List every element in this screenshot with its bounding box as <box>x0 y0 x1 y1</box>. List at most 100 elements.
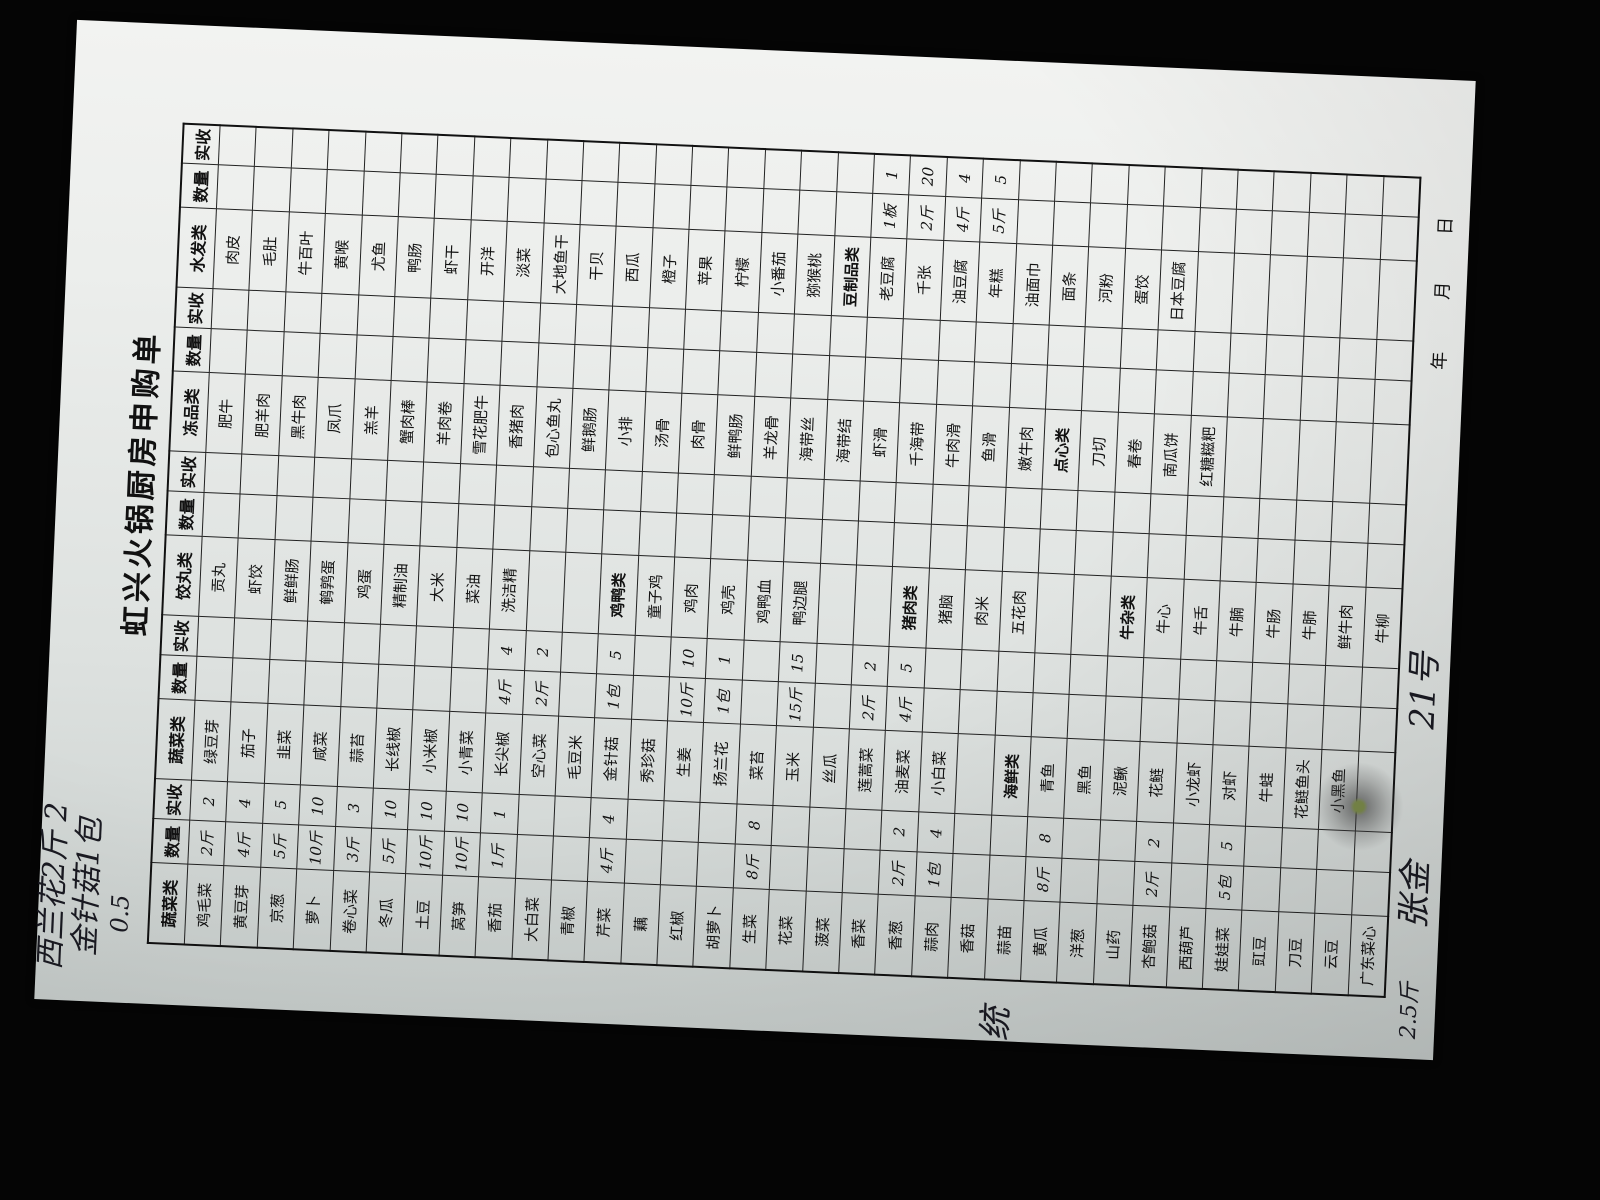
item-recv[interactable] <box>829 316 868 358</box>
item-recv[interactable] <box>1171 823 1210 866</box>
item-qty[interactable] <box>361 171 401 218</box>
item-recv[interactable] <box>291 128 330 170</box>
item-qty[interactable] <box>892 523 932 569</box>
item-recv[interactable] <box>516 794 556 837</box>
item-qty[interactable] <box>1336 378 1375 424</box>
item-qty[interactable]: 2斤 <box>1133 861 1172 908</box>
item-recv[interactable] <box>1062 818 1101 861</box>
item-qty[interactable] <box>470 176 510 222</box>
item-recv[interactable] <box>785 478 824 520</box>
item-qty[interactable] <box>463 340 503 386</box>
item-qty[interactable] <box>507 177 546 224</box>
item-qty[interactable] <box>413 666 452 712</box>
item-qty[interactable] <box>609 346 648 393</box>
item-qty[interactable] <box>383 500 423 547</box>
item-qty[interactable] <box>1198 208 1237 254</box>
item-recv[interactable] <box>415 626 454 668</box>
item-recv[interactable] <box>349 459 388 501</box>
item-qty[interactable]: 2斤 <box>849 685 888 731</box>
item-recv[interactable] <box>320 293 359 336</box>
item-qty[interactable] <box>1263 375 1302 421</box>
item-qty[interactable] <box>420 502 459 548</box>
item-qty[interactable] <box>1256 538 1295 585</box>
item-recv[interactable] <box>662 801 701 843</box>
item-recv[interactable] <box>756 312 795 355</box>
item-qty[interactable] <box>1103 696 1143 742</box>
item-qty[interactable] <box>1074 531 1113 577</box>
item-qty[interactable] <box>1161 206 1200 253</box>
item-qty[interactable] <box>1329 542 1368 588</box>
item-recv[interactable] <box>1272 171 1311 213</box>
item-recv[interactable] <box>465 300 504 342</box>
item-qty[interactable] <box>1220 537 1259 583</box>
item-recv[interactable] <box>429 298 468 341</box>
item-recv[interactable] <box>1345 174 1384 217</box>
item-recv[interactable] <box>654 144 693 186</box>
item-qty[interactable] <box>1278 868 1317 914</box>
item-qty[interactable] <box>427 338 466 385</box>
item-qty[interactable] <box>805 847 845 894</box>
item-recv[interactable] <box>313 457 352 500</box>
item-recv[interactable] <box>1011 324 1050 366</box>
item-qty[interactable] <box>1169 863 1208 910</box>
item-qty[interactable] <box>856 521 895 568</box>
item-qty[interactable] <box>1227 373 1266 420</box>
item-recv[interactable] <box>545 139 584 182</box>
item-recv[interactable] <box>1338 338 1377 380</box>
item-recv[interactable] <box>858 481 897 524</box>
item-recv[interactable] <box>385 460 424 503</box>
item-recv[interactable] <box>960 650 999 692</box>
item-qty[interactable] <box>318 333 357 380</box>
item-recv[interactable] <box>618 142 657 185</box>
item-recv[interactable] <box>1040 489 1079 532</box>
item-recv[interactable] <box>1127 164 1166 207</box>
item-recv[interactable] <box>254 126 293 169</box>
item-recv[interactable]: 1 <box>872 153 911 196</box>
item-recv[interactable]: 5 <box>262 783 301 826</box>
item-qty[interactable] <box>1096 860 1135 906</box>
item-recv[interactable]: 10 <box>298 785 337 827</box>
item-recv[interactable] <box>233 618 272 660</box>
item-recv[interactable] <box>1265 335 1304 377</box>
item-recv[interactable] <box>742 640 781 683</box>
item-recv[interactable] <box>611 306 650 349</box>
item-qty[interactable] <box>354 335 393 381</box>
item-recv[interactable] <box>807 807 846 850</box>
item-qty[interactable] <box>1001 527 1041 574</box>
item-recv[interactable] <box>625 799 665 842</box>
item-recv[interactable] <box>1236 169 1275 212</box>
item-qty[interactable] <box>267 659 306 706</box>
item-qty[interactable]: 2斤 <box>522 671 561 717</box>
item-recv[interactable] <box>1076 491 1115 533</box>
item-qty[interactable] <box>558 672 597 719</box>
item-qty[interactable] <box>674 513 714 560</box>
item-recv[interactable] <box>458 464 497 506</box>
item-qty[interactable] <box>798 190 837 237</box>
item-qty[interactable] <box>289 168 328 214</box>
item-recv[interactable]: 1 <box>705 639 744 681</box>
item-recv[interactable] <box>901 319 941 361</box>
item-recv[interactable] <box>196 616 235 659</box>
item-recv[interactable] <box>1120 328 1159 371</box>
item-qty[interactable] <box>1270 211 1310 257</box>
item-qty[interactable] <box>551 836 590 883</box>
item-qty[interactable] <box>1038 529 1077 575</box>
item-qty[interactable] <box>834 192 873 238</box>
item-recv[interactable] <box>1069 654 1108 697</box>
item-qty[interactable] <box>304 661 343 708</box>
item-recv[interactable] <box>1156 330 1195 372</box>
item-recv[interactable] <box>247 290 286 333</box>
item-qty[interactable] <box>500 341 539 388</box>
item-recv[interactable] <box>1287 664 1326 706</box>
item-qty[interactable] <box>645 348 684 394</box>
item-recv[interactable] <box>953 813 992 856</box>
item-qty[interactable] <box>1234 209 1273 256</box>
item-recv[interactable] <box>690 145 730 188</box>
item-qty[interactable] <box>1249 702 1288 749</box>
item-qty[interactable] <box>965 526 1004 572</box>
item-qty[interactable] <box>936 360 975 407</box>
item-qty[interactable] <box>515 834 554 881</box>
item-qty[interactable] <box>529 507 568 553</box>
item-qty[interactable] <box>900 359 939 405</box>
item-qty[interactable] <box>1154 370 1193 416</box>
